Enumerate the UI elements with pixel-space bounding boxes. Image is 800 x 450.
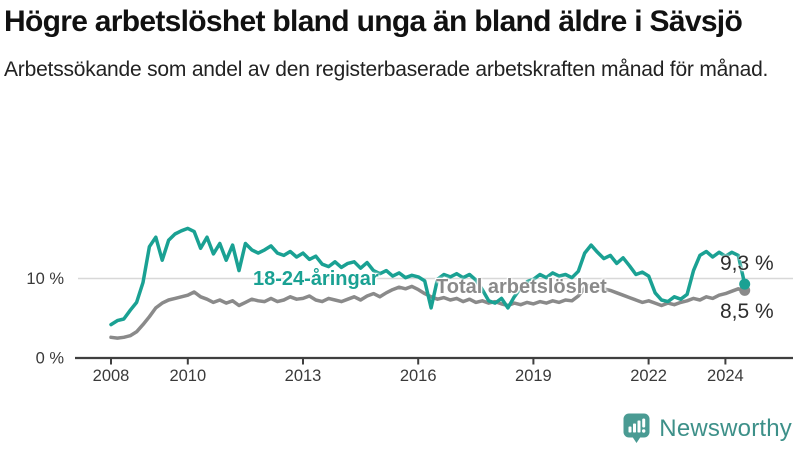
x-tick-label: 2008 [93, 367, 130, 385]
x-tick-label: 2010 [169, 367, 206, 385]
series-label-total: Total arbetslöshet [436, 276, 607, 298]
newsworthy-attribution: Newsworthy [623, 413, 792, 444]
series-line-18-24-åringar [109, 226, 747, 327]
y-tick-label: 0 % [36, 350, 65, 368]
chart-title: Högre arbetslöshet bland unga än bland ä… [4, 5, 743, 38]
end-value-label-total: 8,5 % [720, 300, 774, 323]
x-tick-label: 2022 [630, 367, 667, 385]
chart-header: Högre arbetslöshet bland unga än bland ä… [4, 4, 792, 87]
series-end-dot-18-24-åringar [739, 278, 751, 290]
end-value-label-youth: 9,3 % [720, 252, 774, 275]
x-tick-label: 2016 [400, 367, 437, 385]
series-label-youth: 18-24-åringar [253, 268, 379, 290]
x-tick-label: 2024 [707, 367, 744, 385]
y-tick-label: 10 % [26, 270, 64, 288]
brand-name: Newsworthy [659, 414, 792, 442]
bar-chart-speech-bubble-icon [623, 413, 650, 443]
x-tick-label: 2013 [285, 367, 322, 385]
chart-subtitle: Arbetssökande som andel av den registerb… [4, 58, 769, 81]
x-tick-label: 2019 [515, 367, 552, 385]
